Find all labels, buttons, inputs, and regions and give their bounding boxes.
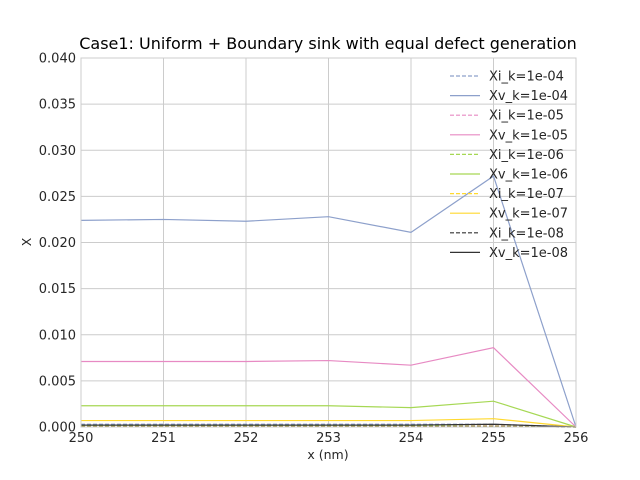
y-tick-label: 0.020 [39,236,76,251]
series-line [81,347,577,428]
y-tick-label: 0.005 [39,374,76,389]
x-tick-label: 252 [234,431,259,446]
legend: Xi_k=1e-04 Xv_k=1e-04 Xi_k=1e-05 Xv_k=1e-05… [450,70,568,261]
series-line [81,418,577,428]
chart-title: Case1: Uniform + Boundary sink with equa… [79,34,577,53]
legend-label: Xv_k=1e-05 [489,128,568,143]
legend-label: Xi_k=1e-07 [489,187,564,202]
y-tick-label: 0.040 [39,52,76,67]
plot-area: 250 251 252 253 254 255 256 0.000 0.005 0.010 0.01… [39,52,589,447]
y-tick-label: 0.030 [39,144,76,159]
y-tick-label: 0.035 [39,98,76,113]
x-tick-label: 251 [151,431,176,446]
x-tick-label: 255 [481,431,506,446]
x-tick-label: 256 [564,431,589,446]
plot-frame [80,57,577,428]
x-tick-label: 254 [399,431,424,446]
legend-label: Xv_k=1e-08 [489,246,568,261]
y-tick-label: 0.015 [39,282,76,297]
y-tick-label: 0.000 [39,421,76,436]
legend-label: Xv_k=1e-04 [489,89,568,104]
legend-label: Xv_k=1e-06 [489,168,568,183]
x-tick-label: 253 [316,431,341,446]
series-line [81,400,577,428]
legend-label: Xi_k=1e-04 [489,70,564,85]
series-line [80,175,577,428]
series-line [81,423,577,428]
legend-label: Xv_k=1e-07 [489,207,568,222]
y-tick-label: 0.025 [39,190,76,205]
y-axis-label: X [19,237,34,246]
x-tick-label: 250 [69,431,94,446]
series-line [81,423,577,428]
y-tick-label: 0.010 [39,328,76,343]
legend-label: Xi_k=1e-05 [489,109,564,124]
legend-label: Xi_k=1e-06 [489,148,564,163]
legend-label: Xi_k=1e-08 [489,226,564,241]
x-axis-label: x (nm) [307,447,348,462]
